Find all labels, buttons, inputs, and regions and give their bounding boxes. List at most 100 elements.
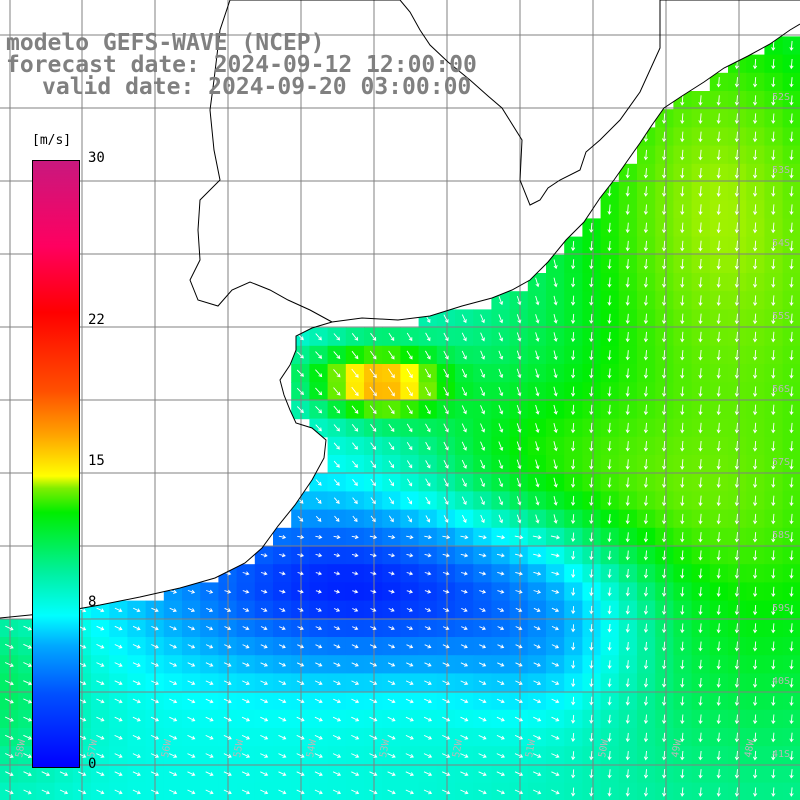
wind-arrow xyxy=(296,406,304,414)
wind-arrow xyxy=(551,789,560,795)
wind-arrow xyxy=(514,771,524,777)
wind-arrow xyxy=(405,789,414,795)
wind-arrow xyxy=(734,696,740,707)
wind-arrow xyxy=(206,607,214,612)
wind-arrow xyxy=(533,589,542,594)
wind-arrow xyxy=(662,222,667,234)
wind-arrow xyxy=(625,295,630,306)
wind-arrow xyxy=(23,643,32,649)
wind-arrow xyxy=(406,460,413,469)
wind-arrow xyxy=(698,495,703,507)
wind-arrow xyxy=(5,643,14,649)
wind-arrow xyxy=(498,405,504,415)
wind-arrow xyxy=(535,477,540,488)
wind-arrow xyxy=(716,313,721,325)
wind-arrow xyxy=(187,589,196,594)
wind-arrow xyxy=(716,495,721,507)
wind-arrows xyxy=(4,40,794,797)
wind-arrow xyxy=(114,607,123,613)
wind-arrow xyxy=(643,714,649,725)
wind-arrow xyxy=(297,534,305,540)
wind-arrow xyxy=(753,732,758,743)
wind-arrow xyxy=(516,459,522,470)
wind-arrow xyxy=(498,332,504,342)
wind-arrow xyxy=(771,386,776,397)
wind-arrow xyxy=(643,605,649,615)
wind-arrow xyxy=(515,680,523,685)
wind-arrow xyxy=(132,734,141,740)
wind-arrow xyxy=(698,532,703,543)
wind-arrow xyxy=(461,387,467,397)
colorbar-tick-label: 15 xyxy=(88,453,105,469)
wind-arrow xyxy=(532,535,542,540)
wind-arrow xyxy=(332,734,342,740)
wind-arrow xyxy=(478,734,487,740)
wind-arrow xyxy=(315,479,322,486)
wind-arrow xyxy=(461,478,467,487)
wind-arrow xyxy=(789,787,794,797)
wind-speed-cell xyxy=(309,782,329,800)
wind-arrow xyxy=(607,204,612,215)
wind-arrow xyxy=(680,422,685,434)
wind-arrow xyxy=(589,422,594,434)
wind-arrow xyxy=(497,607,505,612)
wind-arrow xyxy=(388,350,395,360)
wind-arrow xyxy=(114,662,123,667)
wind-arrow xyxy=(553,459,558,470)
wind-arrow xyxy=(352,515,358,523)
wind-arrow xyxy=(607,368,612,379)
wind-arrow xyxy=(478,553,487,558)
wind-arrow xyxy=(314,680,323,685)
wind-arrow xyxy=(425,515,431,523)
wind-arrow xyxy=(516,404,522,415)
wind-arrow xyxy=(533,789,542,795)
wind-arrow xyxy=(753,95,758,106)
longitude-label: 56W xyxy=(160,738,174,759)
wind-arrow xyxy=(643,732,649,743)
wind-arrow xyxy=(643,587,649,597)
wind-arrow xyxy=(533,734,542,740)
wind-arrow xyxy=(461,368,467,378)
wind-arrow xyxy=(662,350,667,361)
wind-speed-cell xyxy=(418,782,438,800)
wind-arrow xyxy=(716,696,721,707)
wind-arrow xyxy=(716,349,721,361)
wind-arrow xyxy=(187,680,196,685)
wind-arrow xyxy=(406,535,414,540)
wind-arrow xyxy=(296,387,304,395)
wind-arrow xyxy=(662,258,667,270)
wind-arrow xyxy=(533,626,541,631)
wind-arrow xyxy=(333,571,341,576)
wind-arrow xyxy=(351,771,360,777)
wind-arrow xyxy=(296,369,304,377)
wind-arrow xyxy=(169,734,178,740)
wind-arrow xyxy=(260,771,269,777)
wind-arrow xyxy=(442,698,451,704)
wind-speed-cell xyxy=(200,782,219,800)
wind-arrow xyxy=(734,659,739,670)
wind-arrow xyxy=(753,568,758,579)
wind-arrow xyxy=(388,589,395,594)
wind-arrow xyxy=(388,332,395,341)
wind-arrow xyxy=(96,643,105,649)
wind-arrow xyxy=(716,605,721,616)
wind-arrow xyxy=(571,550,576,561)
wind-arrow xyxy=(478,789,487,795)
wind-arrow xyxy=(753,204,758,216)
wind-speed-cell xyxy=(182,782,201,800)
wind-arrow xyxy=(662,605,667,615)
wind-arrow xyxy=(533,698,542,704)
wind-arrow xyxy=(497,662,505,667)
colorbar-tick-label: 30 xyxy=(88,150,105,166)
wind-arrow xyxy=(23,771,32,777)
wind-arrow xyxy=(333,698,341,704)
wind-arrow xyxy=(496,753,505,758)
wind-arrow xyxy=(680,258,685,270)
wind-arrow xyxy=(351,553,359,558)
wind-arrow xyxy=(716,659,721,670)
wind-arrow xyxy=(169,771,178,777)
wind-arrow xyxy=(533,716,542,722)
wind-arrow xyxy=(498,496,504,506)
wind-arrow xyxy=(753,77,758,88)
wind-arrow xyxy=(753,404,758,416)
